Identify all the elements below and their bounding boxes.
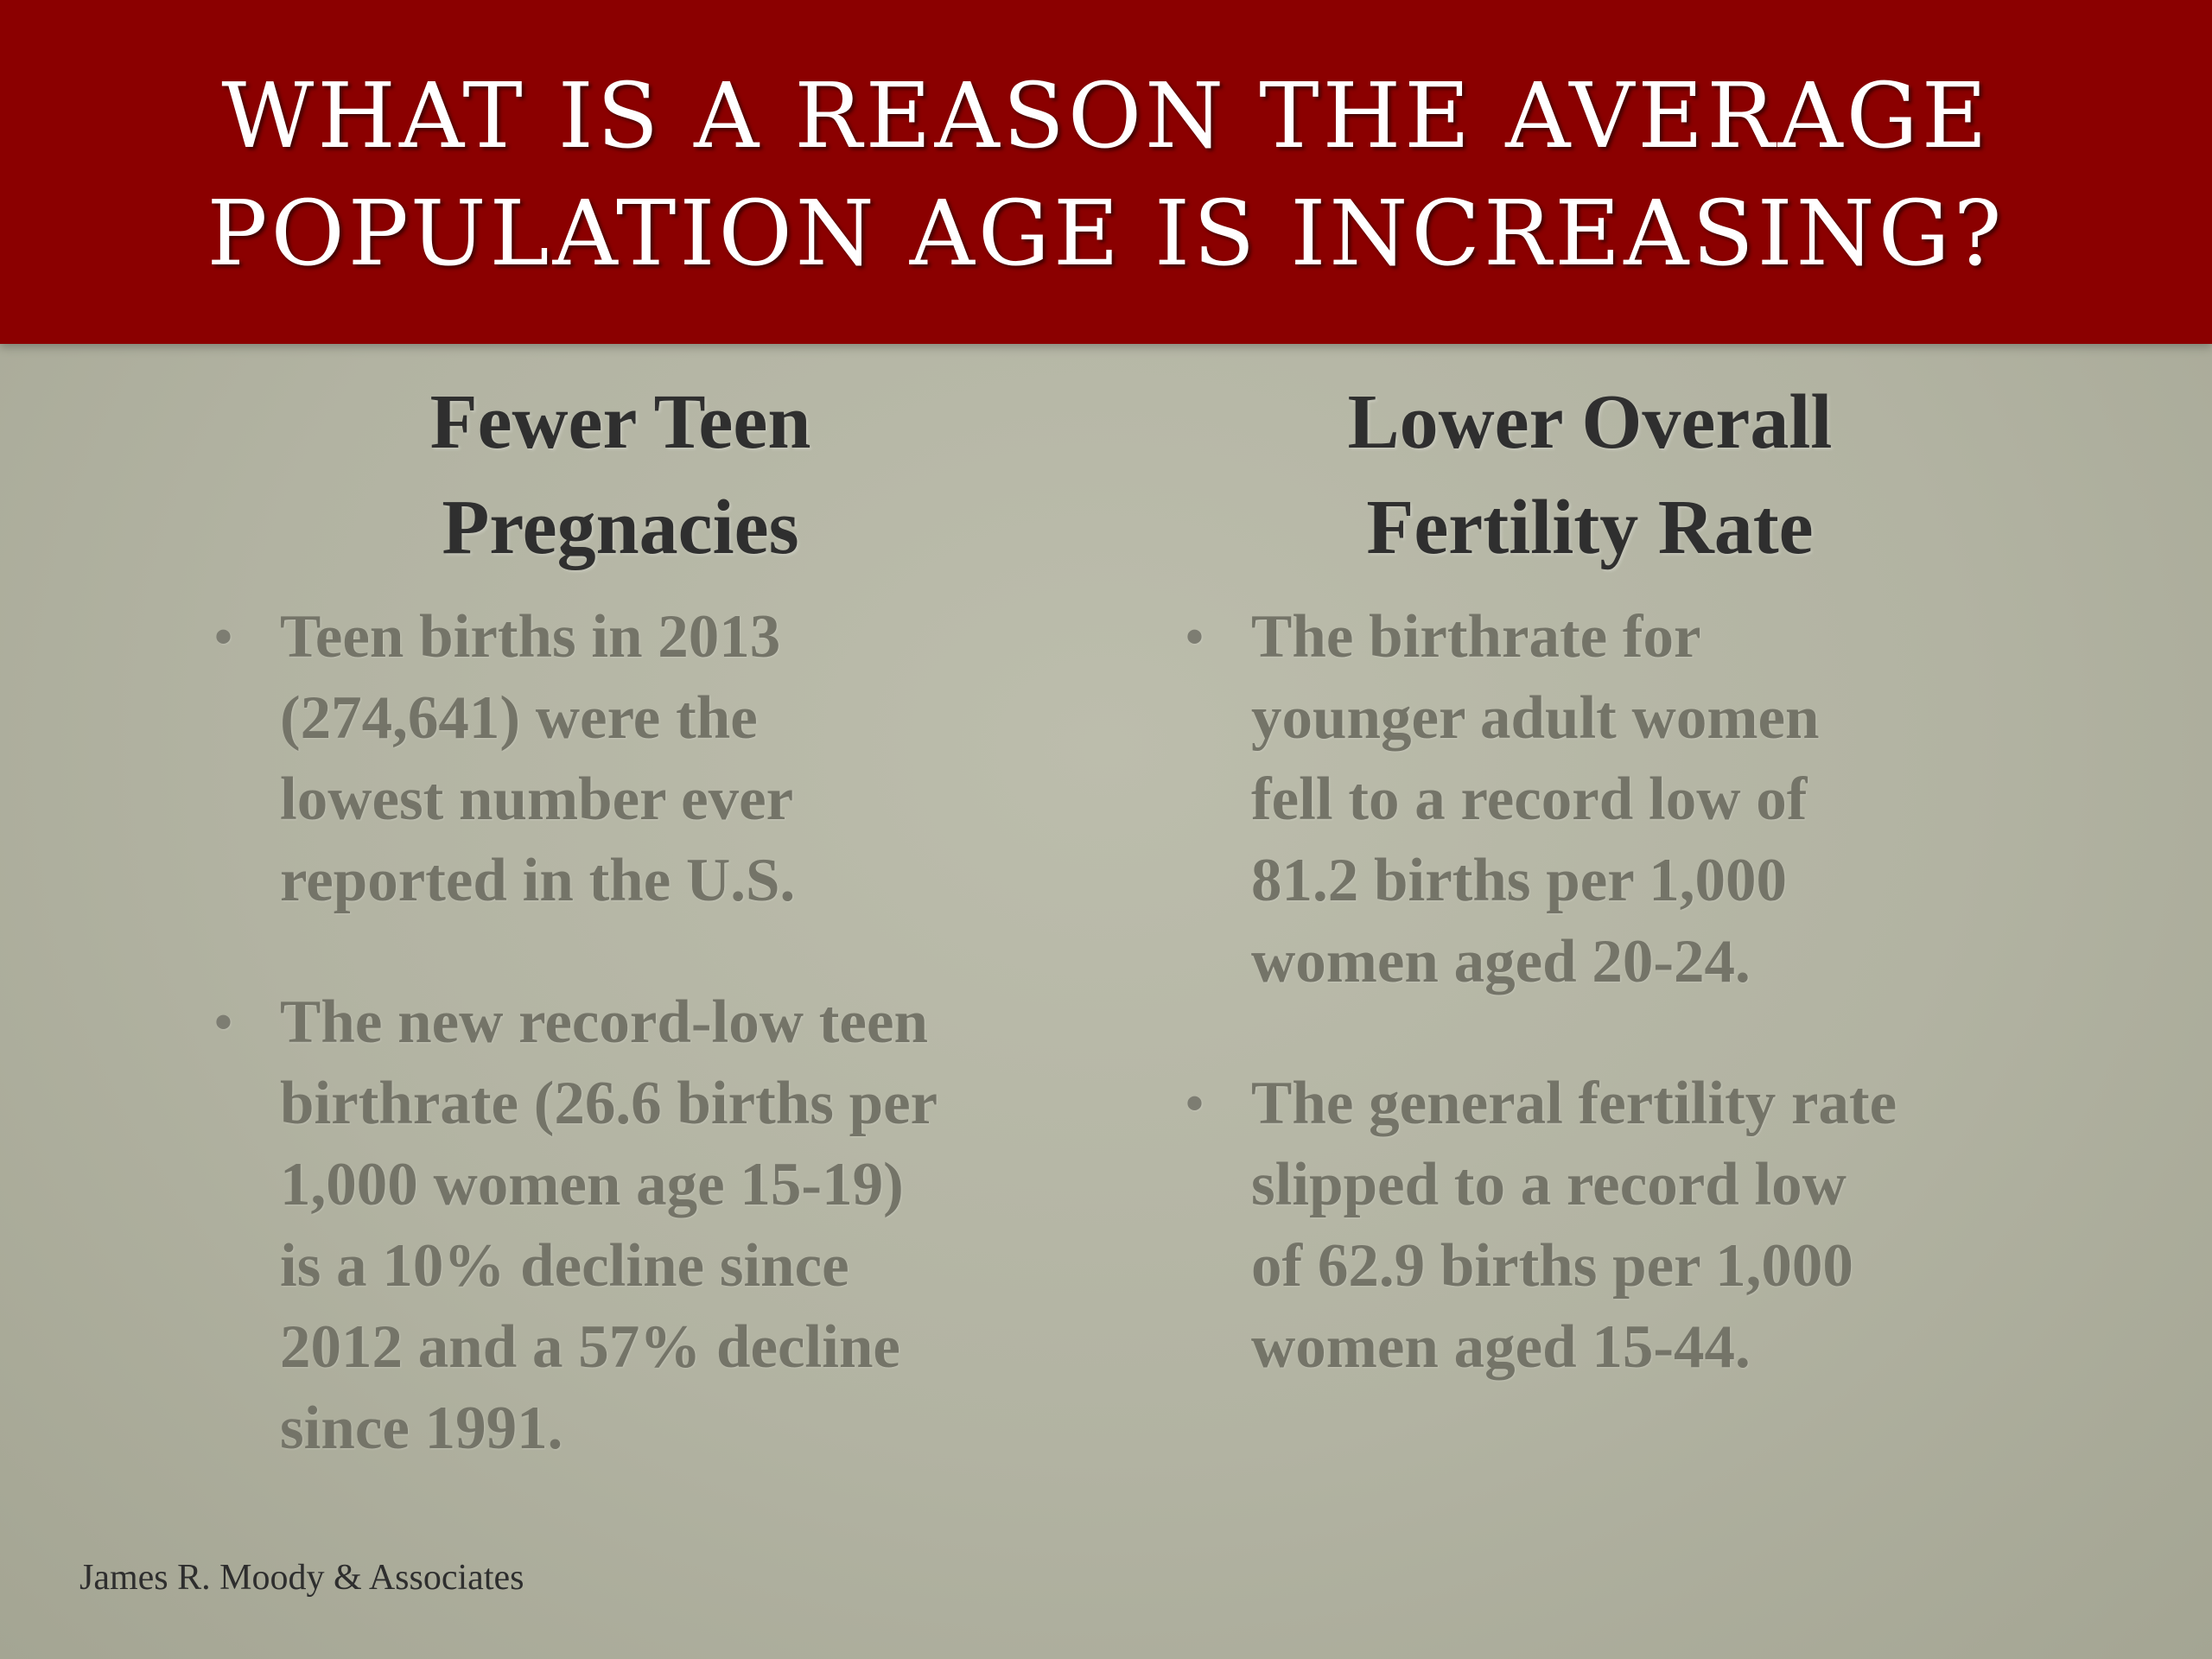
- right-bullet-1: • The birthrate for younger adult women …: [1179, 596, 2043, 1002]
- bullet-line: Teen births in 2013: [280, 603, 781, 671]
- bullet-line: slipped to a record low: [1251, 1151, 1847, 1218]
- bullet-dot-icon: •: [1185, 608, 1205, 665]
- bullet-dot-icon: •: [214, 608, 233, 665]
- right-bullet-list: • The birthrate for younger adult women …: [1179, 596, 2043, 1448]
- bullet-line: women aged 20-24.: [1251, 928, 1751, 995]
- bullet-line: 1,000 women age 15-19): [280, 1151, 904, 1218]
- bullet-line: The new record-low teen: [280, 988, 928, 1056]
- bullet-line: of 62.9 births per 1,000: [1251, 1232, 1853, 1300]
- bullet-line: women aged 15-44.: [1251, 1313, 1751, 1381]
- left-bullet-1: • Teen births in 2013 (274,641) were the…: [207, 596, 1071, 921]
- right-bullet-2: • The general fertility rate slipped to …: [1179, 1063, 2043, 1388]
- left-bullet-list: • Teen births in 2013 (274,641) were the…: [207, 596, 1071, 1529]
- footer-credit: James R. Moody & Associates: [79, 1558, 524, 1598]
- bullet-line: (274,641) were the: [280, 684, 758, 752]
- left-column-heading: Fewer Teen Pregnacies: [232, 370, 1009, 581]
- bullet-line: The birthrate for: [1251, 603, 1701, 671]
- bullet-line: younger adult women: [1251, 684, 1820, 752]
- bullet-line: The general fertility rate: [1251, 1070, 1897, 1137]
- right-heading-line-2: Fertility Rate: [1366, 485, 1814, 570]
- bullet-line: fell to a record low of: [1251, 766, 1808, 833]
- right-column-heading: Lower Overall Fertility Rate: [1201, 370, 1979, 581]
- slide-title-line-2: population age is increasing?: [207, 181, 2005, 286]
- left-bullet-2: • The new record-low teen birthrate (26.…: [207, 982, 1071, 1469]
- bullet-line: birthrate (26.6 births per: [280, 1070, 938, 1137]
- left-heading-line-1: Fewer Teen: [429, 379, 811, 465]
- bullet-line: lowest number ever: [280, 766, 794, 833]
- bullet-dot-icon: •: [214, 994, 233, 1051]
- bullet-line: is a 10% decline since: [280, 1232, 849, 1300]
- bullet-line: since 1991.: [280, 1395, 563, 1462]
- bullet-line: 2012 and a 57% decline: [280, 1313, 900, 1381]
- title-bar: What is a reason the average population …: [0, 0, 2212, 344]
- bullet-line: 81.2 births per 1,000: [1251, 847, 1787, 914]
- bullet-dot-icon: •: [1185, 1075, 1205, 1132]
- slide-title-line-1: What is a reason the average: [221, 63, 1991, 168]
- bullet-line: reported in the U.S.: [280, 847, 796, 914]
- left-heading-line-2: Pregnacies: [442, 485, 799, 570]
- right-heading-line-1: Lower Overall: [1347, 379, 1833, 465]
